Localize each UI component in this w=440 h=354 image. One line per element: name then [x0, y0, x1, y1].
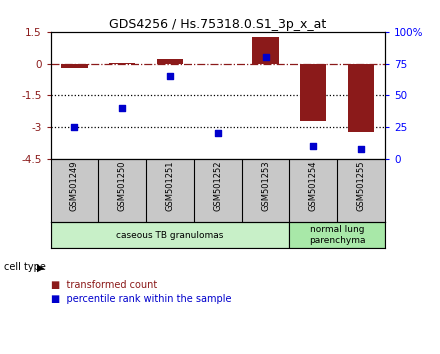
- Text: ■  percentile rank within the sample: ■ percentile rank within the sample: [51, 294, 231, 304]
- Text: GSM501252: GSM501252: [213, 161, 222, 211]
- Point: [71, 124, 78, 130]
- Text: GSM501249: GSM501249: [70, 161, 79, 211]
- Text: cell type: cell type: [4, 262, 46, 272]
- Text: normal lung
parenchyma: normal lung parenchyma: [309, 225, 366, 245]
- Text: caseous TB granulomas: caseous TB granulomas: [116, 230, 224, 240]
- Point: [166, 74, 173, 79]
- Point: [214, 131, 221, 136]
- Text: GSM501251: GSM501251: [165, 161, 175, 211]
- Point: [310, 143, 317, 149]
- Bar: [253, 37, 279, 64]
- Point: [358, 146, 365, 152]
- Point: [119, 105, 126, 111]
- Bar: [109, 63, 136, 64]
- Bar: [348, 64, 374, 132]
- Bar: [61, 64, 88, 68]
- Title: GDS4256 / Hs.75318.0.S1_3p_x_at: GDS4256 / Hs.75318.0.S1_3p_x_at: [109, 18, 326, 31]
- Text: ▶: ▶: [37, 263, 45, 273]
- Bar: [51, 222, 290, 248]
- Bar: [300, 64, 326, 121]
- Point: [262, 55, 269, 60]
- Text: GSM501254: GSM501254: [309, 161, 318, 211]
- Text: GSM501250: GSM501250: [118, 161, 127, 211]
- Bar: [157, 59, 183, 64]
- Text: GSM501253: GSM501253: [261, 161, 270, 211]
- Text: ■  transformed count: ■ transformed count: [51, 280, 157, 290]
- Text: GSM501255: GSM501255: [356, 161, 366, 211]
- Bar: [290, 222, 385, 248]
